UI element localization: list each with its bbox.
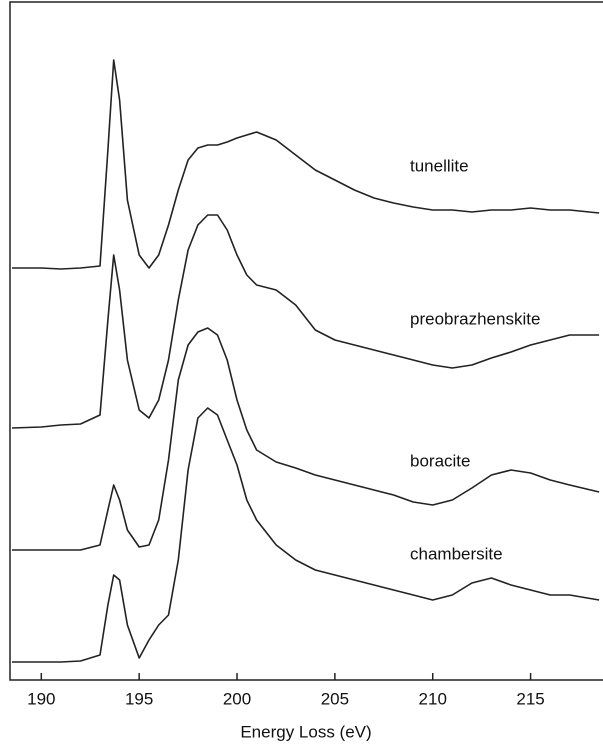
series-label: boracite [410,451,470,470]
series-label: tunellite [410,156,469,175]
x-tick-label: 195 [125,689,153,708]
spectrum-line [12,407,600,663]
spectrum-line [12,59,600,270]
series-label: chambersite [410,544,503,563]
x-tick-label: 200 [223,689,251,708]
x-tick-label: 210 [419,689,447,708]
series-label: preobrazhenskite [410,309,540,328]
spectrum-line [12,327,600,551]
x-tick-label: 190 [27,689,55,708]
spectrum-line [11,214,600,429]
x-tick-label: 205 [321,689,349,708]
x-axis-label: Energy Loss (eV) [240,722,371,741]
plot-frame [9,1,603,681]
x-tick-label: 215 [516,689,544,708]
